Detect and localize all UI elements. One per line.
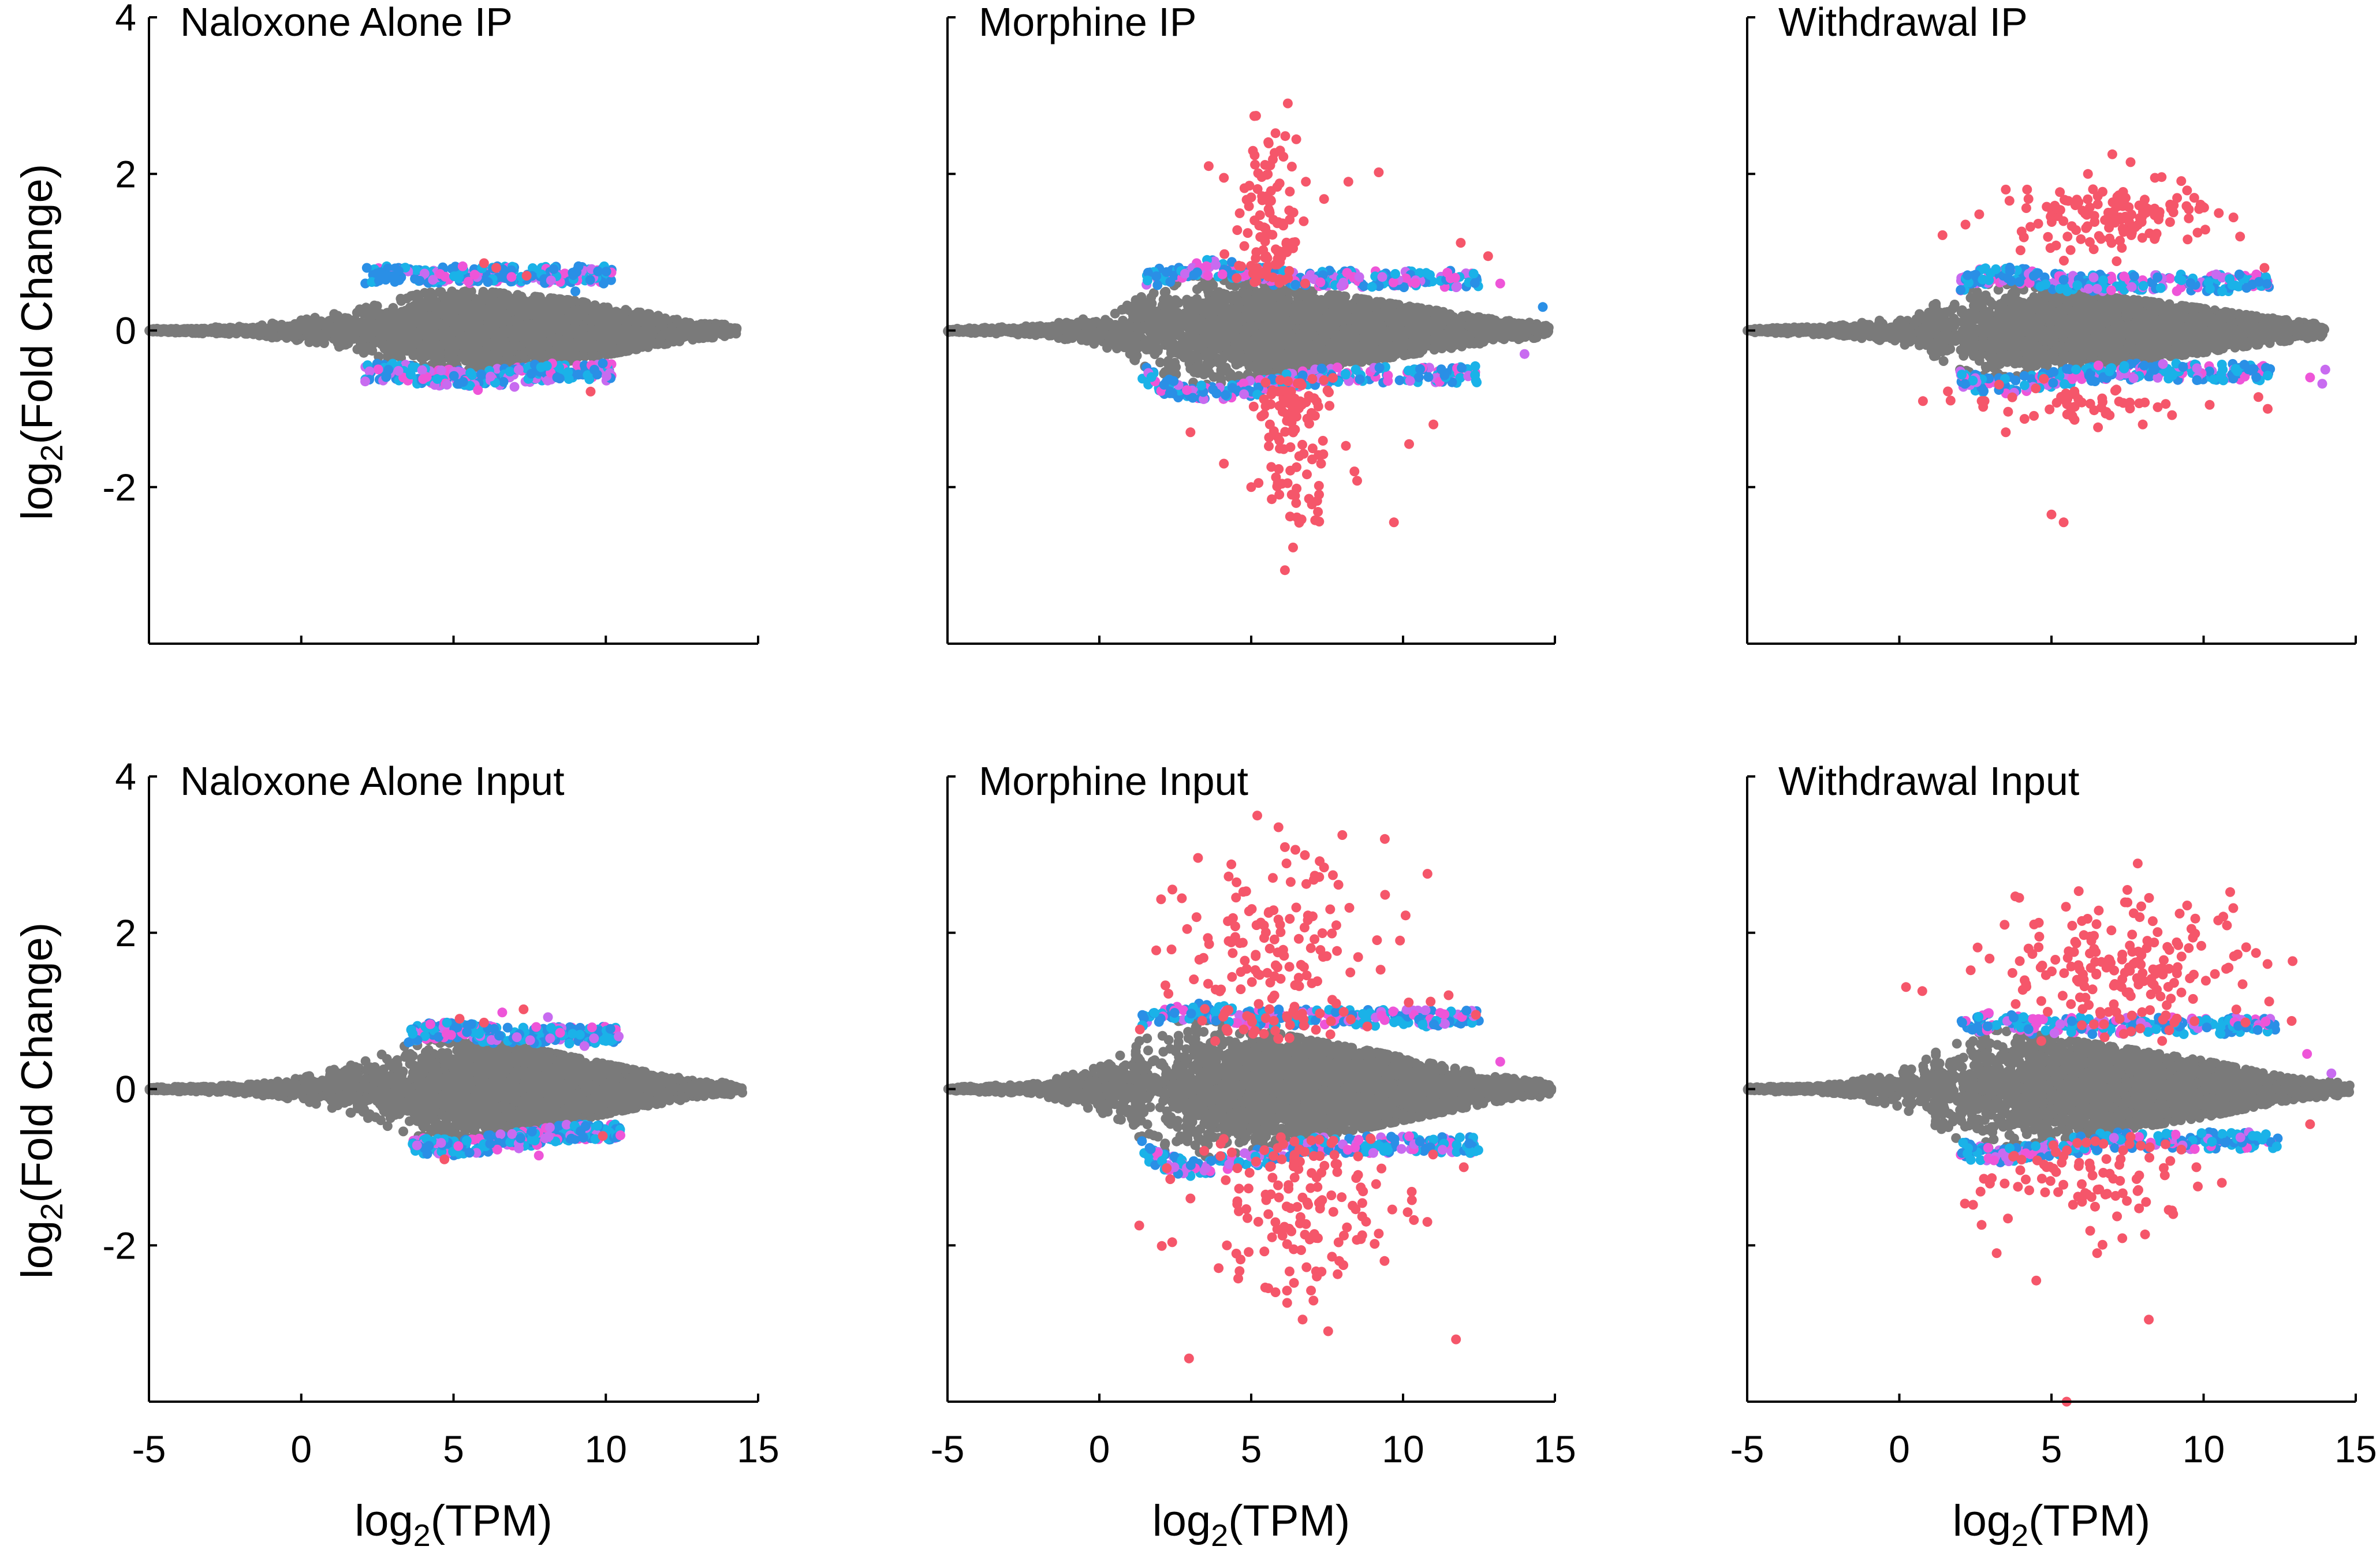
data-point	[445, 354, 456, 365]
data-point	[502, 348, 512, 358]
data-point	[434, 287, 445, 297]
data-point	[417, 350, 428, 360]
x-axis-title-3: log2(TPM)	[1953, 1496, 2151, 1553]
data-point	[355, 304, 365, 315]
y-axis-title-1: log2(Fold Change)	[13, 164, 69, 520]
data-point	[251, 325, 262, 335]
x-axis-title-1: log2(TPM)	[355, 1496, 553, 1553]
data-point	[523, 320, 533, 330]
data-point	[238, 327, 248, 337]
x-axis-title-2: log2(TPM)	[1152, 1496, 1351, 1553]
data-point	[408, 290, 418, 301]
data-point	[465, 289, 475, 299]
data-point	[264, 329, 275, 339]
data-point	[581, 298, 591, 308]
data-point	[467, 342, 478, 353]
data-point	[381, 321, 391, 331]
data-point	[408, 350, 419, 361]
y-axis-title-2: log2(Fold Change)	[13, 923, 69, 1279]
data-point	[369, 337, 379, 348]
scatter-points	[144, 258, 742, 397]
data-point	[392, 326, 402, 336]
data-point	[431, 354, 442, 364]
data-point	[473, 317, 484, 327]
data-point	[267, 318, 278, 328]
data-point	[426, 347, 436, 357]
data-point	[388, 334, 398, 344]
data-point	[566, 297, 577, 308]
data-point	[382, 311, 393, 321]
data-point	[405, 312, 415, 322]
data-point	[353, 324, 364, 334]
data-point	[364, 345, 375, 355]
data-point	[476, 356, 486, 366]
data-point	[407, 331, 417, 341]
data-point	[337, 340, 348, 350]
data-point	[495, 288, 505, 298]
data-point	[424, 314, 435, 324]
data-point	[653, 339, 663, 349]
